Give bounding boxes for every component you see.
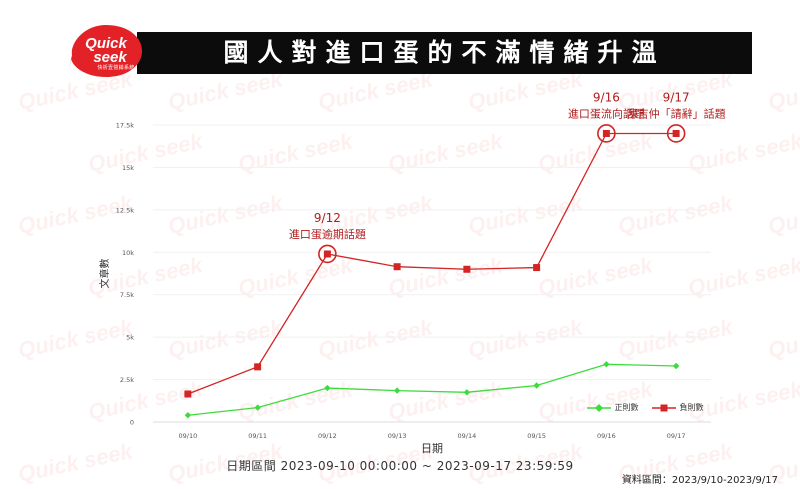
annotation-text: 陳吉仲「請辭」話題: [627, 106, 726, 120]
y-axis-title: 文章數: [98, 259, 111, 289]
y-tick-label: 7.5k: [120, 291, 134, 299]
y-tick-label: 10k: [122, 249, 134, 257]
axis-layer: 0 2.5k 5k 7.5k 10k 12.5k 15k 17.5k 09/10 09/11 09/…: [98, 122, 711, 455]
x-tick-label: 09/13: [388, 432, 407, 440]
series-line-0: [187, 363, 677, 416]
quickseek-logo: Quick seek: [68, 25, 142, 77]
annotation-layer: 9/12 進口蛋逾期話題 9/16 進口蛋流向話題 9/17 陳吉仲「請辭」話題: [289, 90, 726, 264]
chart-title: 國人對進口蛋的不滿情緒升溫: [223, 38, 666, 67]
legend-negative-label: 負則數: [679, 403, 704, 412]
legend-item-positive: 正則數: [586, 402, 639, 413]
logo-text-line2: seek: [93, 49, 127, 66]
x-tick-label: 09/10: [179, 432, 198, 440]
y-tick-label: 2.5k: [120, 376, 134, 384]
data-source-text: 資料區間：2023/9/10-2023/9/17: [621, 475, 778, 486]
data-point-positive: [324, 384, 331, 392]
data-point-positive: [463, 389, 471, 396]
grid-layer: [153, 124, 711, 423]
x-tick-label: 09/14: [458, 432, 477, 440]
legend-item-negative: 負則數: [651, 402, 704, 413]
y-tick-label: 5k: [126, 334, 134, 342]
series-line-1: [187, 132, 677, 395]
date-range-text: 日期區間 2023-09-10 00:00:00 ~ 2023-09-17 23…: [226, 459, 574, 473]
annotation-date: 9/17: [663, 90, 690, 104]
data-point-positive: [603, 361, 610, 368]
y-tick-label: 15k: [122, 164, 134, 172]
x-tick-label: 09/16: [597, 432, 616, 440]
data-point-positive: [184, 412, 192, 419]
annotation-date: 9/12: [314, 211, 341, 225]
logo-tagline: 快析壹營銷系統: [97, 65, 135, 71]
logo-text-line1: Quick: [85, 35, 127, 52]
x-tick-label: 09/15: [527, 432, 546, 440]
legend-positive-marker: [587, 403, 611, 412]
data-point-negative: [254, 363, 262, 371]
data-point-negative: [463, 265, 471, 273]
data-point-negative: [393, 263, 401, 271]
data-point-negative: [602, 129, 610, 137]
series-layer: [184, 129, 680, 419]
data-point-positive: [254, 404, 261, 411]
x-axis-title: 日期: [421, 442, 443, 455]
annotation-circle: [597, 124, 616, 143]
x-tick-label: 09/17: [667, 432, 686, 440]
y-tick-label: 17.5k: [116, 122, 134, 130]
data-point-negative: [184, 390, 192, 398]
data-point-negative: [533, 264, 541, 272]
x-tick-label: 09/11: [248, 432, 267, 440]
data-point-positive: [393, 387, 401, 394]
annotation-circle: [318, 244, 337, 264]
legend-negative-marker: [652, 404, 676, 411]
title-bar: [137, 32, 752, 74]
y-tick-label: 12.5k: [116, 206, 134, 214]
y-tick-label: 0: [130, 419, 134, 427]
annotation-text: 進口蛋流向話題: [568, 106, 645, 120]
data-point-negative: [672, 129, 680, 137]
annotation-text: 進口蛋逾期話題: [289, 227, 366, 241]
annotation-date: 9/16: [593, 90, 620, 104]
annotation-circle: [666, 124, 686, 143]
data-point-positive: [672, 362, 680, 370]
data-point-positive: [533, 382, 540, 389]
legend-positive-label: 正則數: [614, 403, 639, 412]
x-tick-label: 09/12: [318, 432, 337, 440]
data-point-negative: [323, 250, 331, 258]
